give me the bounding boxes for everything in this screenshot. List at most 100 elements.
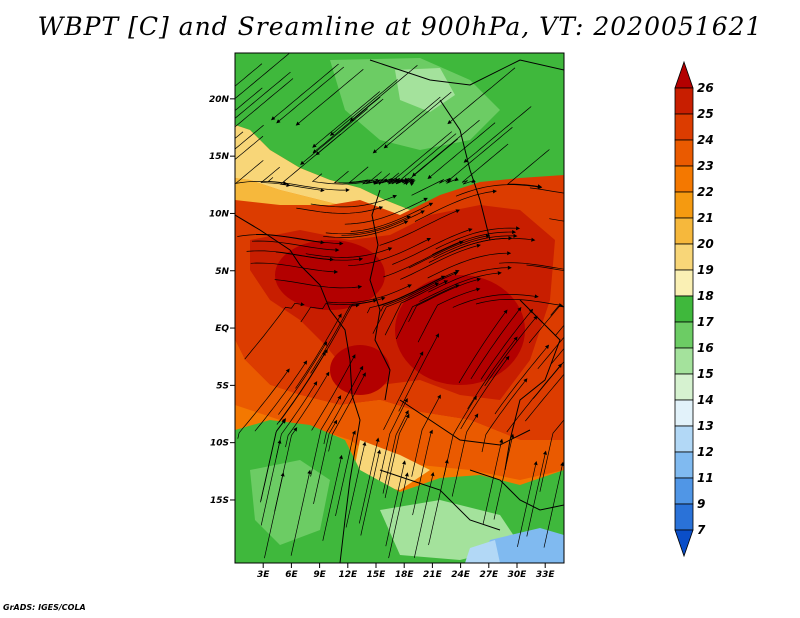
streamline-arrow — [320, 188, 325, 193]
streamline — [482, 442, 502, 525]
streamline — [372, 284, 436, 334]
colorbar-segment — [674, 269, 694, 297]
streamline-arrow — [406, 215, 411, 220]
streamline-arrow — [377, 449, 381, 454]
streamline-arrow — [613, 192, 617, 196]
wbpt-zone-south-blue — [480, 528, 564, 563]
streamline-arrow — [384, 178, 389, 183]
streamline — [273, 63, 339, 119]
streamline — [419, 272, 498, 302]
streamline-arrow — [357, 285, 363, 289]
streamline — [506, 366, 560, 433]
colorbar-segment — [674, 87, 694, 115]
lon-tick-label: 21E — [423, 570, 443, 580]
streamline-arrow — [557, 363, 562, 368]
streamline-arrow — [513, 233, 518, 238]
wbpt-zone-south-light — [250, 460, 330, 545]
colorbar-segment — [674, 425, 694, 453]
streamline — [529, 187, 564, 194]
streamline-arrow — [593, 302, 597, 306]
streamline — [466, 106, 532, 161]
streamline — [328, 375, 365, 452]
streamline — [427, 252, 508, 279]
streamline-arrow — [312, 143, 317, 148]
streamline-arrow — [513, 336, 518, 341]
streamline — [298, 69, 364, 124]
colorbar-segment — [674, 347, 694, 375]
streamline — [235, 160, 284, 184]
streamline-arrow — [510, 433, 515, 438]
streamline-arrow — [208, 182, 212, 186]
streamline-arrow — [295, 121, 301, 126]
streamline — [543, 465, 563, 548]
streamline-arrow — [516, 226, 521, 231]
streamline — [400, 245, 478, 280]
streamline — [366, 277, 442, 314]
longitude-axis: 3E 6E 9E 12E 15E 18E 21E 24E 27E 30E 33E — [257, 563, 555, 580]
grads-credit: GrADS: IGES/COLA — [3, 603, 86, 612]
streamline — [278, 352, 326, 423]
streamline-arrow — [608, 305, 612, 309]
streamline-arrow — [405, 410, 409, 415]
colorbar-segment — [674, 477, 694, 505]
streamline — [451, 416, 477, 497]
wbpt-hotspot-central — [330, 345, 390, 395]
streamline-arrow — [358, 257, 364, 262]
streamline — [315, 91, 381, 146]
streamline — [493, 437, 513, 520]
streamline — [481, 381, 526, 453]
streamline-arrow — [517, 307, 522, 312]
streamline-arrow — [507, 251, 512, 256]
streamline — [455, 184, 539, 197]
streamline-arrow — [337, 395, 342, 400]
streamline-arrow — [325, 371, 330, 377]
streamline-arrow — [351, 354, 356, 359]
streamline-arrow — [476, 287, 481, 292]
streamline-arrow — [543, 450, 547, 455]
streamline-arrow — [345, 188, 350, 193]
streamline — [325, 298, 382, 352]
streamline — [335, 433, 355, 516]
streamline — [461, 143, 509, 185]
lon-tick-label: 24E — [451, 570, 471, 580]
streamline — [435, 227, 517, 250]
streamline — [395, 285, 456, 340]
streamline — [408, 235, 487, 269]
streamline-arrow — [351, 430, 356, 435]
wbpt-zone-north-yellow — [235, 125, 410, 220]
streamline-arrow — [529, 308, 534, 314]
streamline — [250, 262, 335, 273]
streamline-arrow — [437, 394, 441, 399]
streamline — [526, 454, 546, 537]
streamline-arrow — [463, 158, 468, 163]
streamline-arrow — [468, 228, 473, 232]
streamline — [433, 235, 514, 259]
streamline-arrow — [426, 238, 431, 242]
streamline — [348, 166, 388, 185]
lat-tick-label: 15S — [210, 496, 229, 506]
streamline-arrow — [223, 124, 227, 128]
streamline — [348, 239, 428, 267]
streamline — [431, 231, 513, 256]
streamline — [325, 217, 408, 235]
streamline-arrow — [300, 160, 305, 165]
streamline — [235, 124, 264, 150]
streamline — [235, 87, 263, 112]
streamline-arrow — [313, 381, 318, 386]
streamline — [313, 423, 336, 504]
latitude-axis: 20N 15N 10N 5N EQ 5S 10S 15S — [209, 95, 235, 506]
colorbar-label: 21 — [697, 211, 714, 225]
colorbar-segment — [674, 60, 694, 89]
streamline-arrow — [185, 178, 189, 182]
colorbar-segment — [674, 165, 694, 193]
colorbar-label: 13 — [697, 419, 714, 433]
streamline — [375, 96, 441, 152]
lat-tick-label: EQ — [215, 324, 229, 334]
streamline — [499, 262, 564, 270]
streamline-arrow — [402, 460, 406, 465]
streamline-arrow — [407, 284, 412, 288]
streamline-arrow — [419, 351, 424, 356]
lon-tick-label: 15E — [367, 570, 387, 580]
streamline-arrow — [512, 230, 517, 234]
lat-tick-label: 10N — [209, 209, 230, 219]
